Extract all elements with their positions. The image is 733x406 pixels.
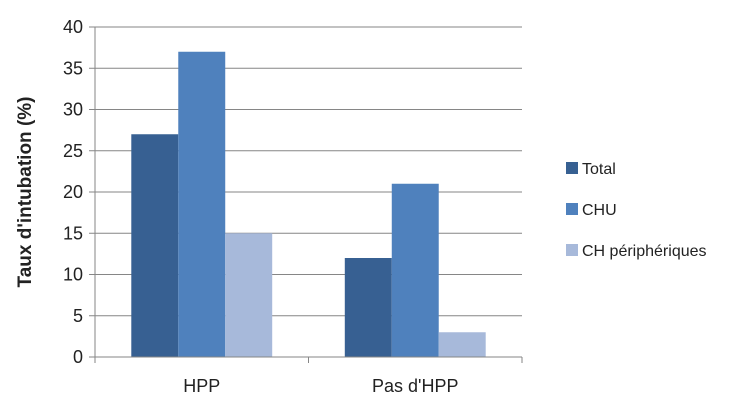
legend-swatch-ch-p-riph-riques xyxy=(566,244,578,256)
y-tick-label: 0 xyxy=(73,347,83,367)
bar-ch-p-riph-riques-0 xyxy=(225,233,273,357)
y-tick-label: 35 xyxy=(63,58,83,78)
legend-swatch-total xyxy=(566,162,578,174)
y-axis-ticks: 0 5 10 15 20 25 30 35 40 xyxy=(63,17,96,367)
legend-swatch-chu xyxy=(566,203,578,215)
legend-label-ch-p-riph-riques: CH périphériques xyxy=(582,243,707,260)
y-tick-label: 20 xyxy=(63,182,83,202)
bar-total-1 xyxy=(344,258,392,357)
bar-chu-1 xyxy=(391,183,439,357)
y-axis-label: Taux d'intubation (%) xyxy=(15,97,36,288)
y-tick-label: 15 xyxy=(63,223,83,243)
y-tick-label: 40 xyxy=(63,17,83,37)
legend-label-total: Total xyxy=(582,161,616,178)
bars xyxy=(131,51,486,357)
x-tick-label: Pas d'HPP xyxy=(372,376,458,396)
bar-total-0 xyxy=(131,134,179,357)
legend: Total CHU CH périphériques xyxy=(566,161,707,260)
y-tick-label: 30 xyxy=(63,100,83,120)
legend-label-chu: CHU xyxy=(582,202,617,219)
y-tick-label: 10 xyxy=(63,265,83,285)
bar-chu-0 xyxy=(178,51,226,357)
y-tick-label: 5 xyxy=(73,306,83,326)
x-axis-ticks: HPP Pas d'HPP xyxy=(94,357,523,396)
bar-ch-p-riph-riques-1 xyxy=(438,332,486,357)
x-tick-label: HPP xyxy=(183,376,220,396)
y-tick-label: 25 xyxy=(63,141,83,161)
